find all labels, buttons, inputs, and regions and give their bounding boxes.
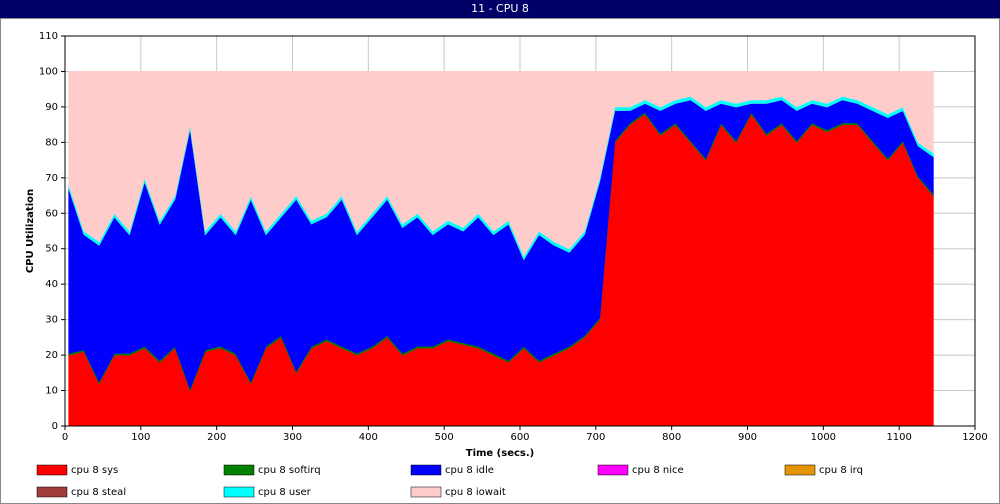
x-tick-label: 300 (283, 432, 302, 443)
x-axis-label: Time (secs.) (466, 448, 535, 459)
chart-title: 11 - CPU 8 (471, 2, 529, 15)
x-tick-label: 600 (510, 432, 529, 443)
y-tick-label: 30 (45, 315, 58, 326)
x-tick-label: 800 (662, 432, 681, 443)
y-tick-label: 100 (39, 66, 58, 77)
plot-border (64, 35, 976, 427)
legend-label: cpu 8 nice (632, 465, 684, 476)
legend-label: cpu 8 user (258, 487, 312, 498)
y-tick-label: 40 (45, 279, 58, 290)
y-tick-label: 50 (45, 244, 58, 255)
legend-swatch (223, 486, 255, 498)
legend-swatch (597, 464, 629, 476)
legend-swatch (223, 464, 255, 476)
x-tick-label: 700 (586, 432, 605, 443)
x-tick-label: 200 (207, 432, 226, 443)
legend-label: cpu 8 iowait (445, 487, 506, 498)
y-tick-label: 0 (52, 421, 58, 432)
y-tick-label: 60 (45, 208, 58, 219)
y-tick-label: 110 (39, 31, 58, 42)
y-tick-label: 70 (45, 173, 58, 184)
legend-swatch (36, 486, 68, 498)
x-tick-label: 400 (359, 432, 378, 443)
y-tick-label: 90 (45, 102, 58, 113)
y-axis-label: CPU Utilization (25, 189, 36, 273)
x-tick-label: 500 (435, 432, 454, 443)
x-tick-label: 900 (738, 432, 757, 443)
title-bar (0, 0, 1000, 18)
legend-label: cpu 8 idle (445, 465, 494, 476)
x-tick-label: 1000 (811, 432, 836, 443)
y-tick-label: 20 (45, 350, 58, 361)
legend-label: cpu 8 steal (71, 487, 126, 498)
legend-swatch (410, 486, 442, 498)
x-tick-label: 1200 (962, 432, 987, 443)
y-tick-label: 80 (45, 137, 58, 148)
legend-swatch (410, 464, 442, 476)
x-tick-label: 1100 (886, 432, 911, 443)
legend-label: cpu 8 softirq (258, 465, 321, 476)
legend-label: cpu 8 sys (71, 465, 118, 476)
legend-swatch (36, 464, 68, 476)
legend-swatch (784, 464, 816, 476)
x-tick-label: 100 (131, 432, 150, 443)
x-tick-label: 0 (62, 432, 68, 443)
legend-label: cpu 8 irq (819, 465, 863, 476)
y-tick-label: 10 (45, 386, 58, 397)
area (68, 71, 934, 257)
